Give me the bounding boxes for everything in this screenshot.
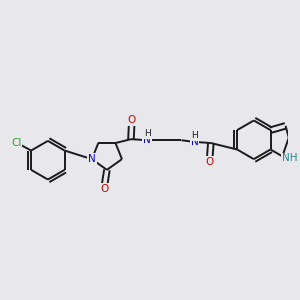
Text: N: N [143,135,151,145]
Text: N: N [191,137,199,147]
Text: Cl: Cl [11,138,21,148]
Text: H: H [144,129,150,138]
Text: NH: NH [282,154,298,164]
Text: O: O [100,184,109,194]
Text: O: O [128,116,136,125]
Text: N: N [88,154,96,164]
Text: H: H [191,131,198,140]
Text: O: O [206,157,214,167]
